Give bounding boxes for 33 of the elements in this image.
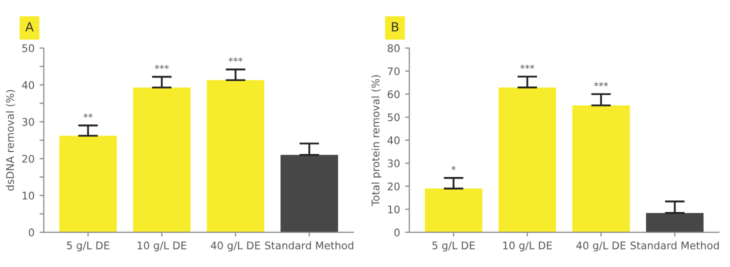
y-axis-title: dsDNA removal (%) [6, 90, 16, 191]
y-tick-label: 70 [388, 67, 400, 76]
annotation: *** [520, 64, 534, 70]
y-tick-label: 10 [22, 192, 34, 200]
annotation: ** [83, 113, 93, 118]
x-tick-label: 40 g/L DE [210, 242, 260, 252]
y-tick-label: 30 [22, 118, 34, 126]
y-tick-label: 40 [22, 81, 34, 90]
y-tick-label: 80 [388, 44, 400, 52]
chart-title: B [392, 22, 398, 32]
y-axis-title: Total protein removal (%) [371, 75, 382, 206]
annotation: *** [594, 82, 608, 87]
annotation: *** [228, 57, 243, 62]
y-tick-label: 20 [22, 154, 34, 163]
chart-title: A [25, 22, 34, 32]
y-tick-label: 20 [388, 182, 400, 190]
y-tick-label: 40 [388, 136, 400, 144]
x-tick-label: 10 g/L DE [138, 242, 186, 252]
x-tick-label: Standard Method [265, 241, 354, 250]
y-tick-label: 50 [388, 113, 400, 122]
x-tick-label: 5 g/L DE [432, 242, 475, 252]
y-tick-label: 50 [22, 44, 34, 52]
y-tick-label: 10 [388, 205, 400, 214]
y-tick-label: 60 [388, 90, 400, 98]
x-tick-label: 40 g/L DE [576, 242, 626, 252]
x-tick-label: Standard Method [630, 241, 719, 250]
x-tick-label: 5 g/L DE [66, 242, 110, 252]
annotation: *** [154, 64, 169, 70]
y-tick-label: 0 [28, 228, 34, 236]
y-tick-label: 30 [388, 159, 400, 168]
annotation: * [451, 166, 456, 170]
x-tick-label: 10 g/L DE [503, 242, 552, 252]
y-tick-label: 0 [394, 228, 400, 236]
